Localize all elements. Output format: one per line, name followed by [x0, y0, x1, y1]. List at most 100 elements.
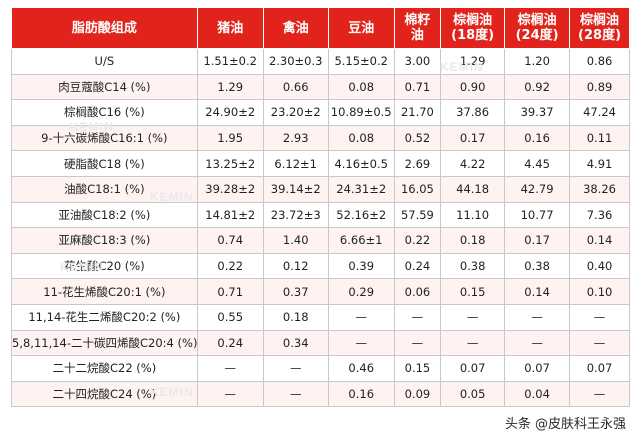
table-row: 花生酸C20 (%) 0.22 0.12 0.39 0.24 0.38 0.38 0.40 — [11, 252, 630, 280]
cell-value: 1.20 — [504, 48, 571, 75]
cell-value: 3.00 — [393, 48, 442, 75]
cell-value: 0.15 — [393, 355, 442, 382]
cell-value: — — [262, 355, 329, 382]
row-label: 肉豆蔻酸C14 (%) — [11, 73, 198, 101]
cell-value: — — [327, 329, 395, 357]
cell-value: 0.55 — [196, 303, 264, 331]
cell-value: 39.28±2 — [196, 175, 264, 203]
cell-value: 0.66 — [262, 73, 329, 101]
cell-value: 5.15±0.2 — [327, 48, 395, 75]
cell-value: 24.31±2 — [327, 175, 395, 203]
cell-value: 0.16 — [504, 124, 571, 152]
cell-value: 0.14 — [504, 278, 571, 305]
cell-value: 2.69 — [393, 150, 442, 177]
cell-value: 6.12±1 — [262, 150, 329, 177]
cell-value: 0.07 — [440, 355, 506, 382]
cell-value: 52.16±2 — [327, 201, 395, 229]
cell-value: — — [393, 303, 442, 331]
cell-value: 2.93 — [262, 124, 329, 152]
cell-value: 0.10 — [569, 278, 630, 305]
cell-value: 13.25±2 — [196, 150, 264, 177]
cell-value: 23.20±2 — [262, 99, 329, 126]
table-row: 5,8,11,14-二十碳四烯酸C20:4 (%) 0.24 0.34— — — — — — [11, 329, 630, 357]
table-row: 肉豆蔻酸C14 (%) 1.29 0.66 0.08 0.71 0.90 0.92 0.89 — [11, 73, 630, 101]
table-row: 11,14-花生二烯酸C20:2 (%) 0.55 0.18— — — — — — [11, 303, 630, 331]
cell-value: — — [440, 303, 506, 331]
cell-value: 0.52 — [393, 124, 442, 152]
cell-value: 38.26 — [569, 175, 630, 203]
table-header: 脂肪酸组成 猪油 禽油 豆油 棉籽油棕榈油 (18度) 棕榈油 (24度) 棕榈油 (28度) — [11, 7, 630, 49]
header-oil-7: 棕榈油 (28度) — [569, 7, 630, 49]
header-oil-2: 禽油 — [262, 7, 329, 49]
cell-value: 0.18 — [440, 227, 506, 254]
cell-value: 1.29 — [440, 48, 506, 75]
cell-value: — — [262, 380, 329, 408]
row-label: 硬脂酸C18 (%) — [11, 150, 198, 177]
table-row: 11-花生烯酸C20:1 (%) 0.71 0.37 0.29 0.06 0.15 0.14… — [11, 278, 630, 305]
cell-value: 0.38 — [440, 252, 506, 280]
cell-value: 0.90 — [440, 73, 506, 101]
cell-value: 37.86 — [440, 99, 506, 126]
header-oil-5: 棕榈油 (18度) — [440, 7, 506, 49]
cell-value: 0.71 — [196, 278, 264, 305]
cell-value: — — [327, 303, 395, 331]
cell-value: 10.77 — [504, 201, 571, 229]
cell-value: 47.24 — [569, 99, 630, 126]
cell-value: 0.22 — [196, 252, 264, 280]
cell-value: 0.08 — [327, 124, 395, 152]
cell-value: 57.59 — [393, 201, 442, 229]
row-label: 亚油酸C18:2 (%) — [11, 201, 198, 229]
cell-value: — — [393, 329, 442, 357]
row-label: 9-十六碳烯酸C16:1 (%) — [11, 124, 198, 152]
cell-value: 7.36 — [569, 201, 630, 229]
row-label: 油酸C18:1 (%) — [11, 175, 198, 203]
cell-value: 0.74 — [196, 227, 264, 254]
cell-value: 4.91 — [569, 150, 630, 177]
header-composition: 脂肪酸组成 — [11, 7, 198, 49]
cell-value: 0.15 — [440, 278, 506, 305]
cell-value: 39.37 — [504, 99, 571, 126]
cell-value: 24.90±2 — [196, 99, 264, 126]
cell-value: — — [196, 355, 264, 382]
cell-value: 4.45 — [504, 150, 571, 177]
cell-value: 0.39 — [327, 252, 395, 280]
cell-value: 0.29 — [327, 278, 395, 305]
cell-value: 0.92 — [504, 73, 571, 101]
cell-value: 10.89±0.5 — [327, 99, 395, 126]
cell-value: 4.22 — [440, 150, 506, 177]
cell-value: 14.81±2 — [196, 201, 264, 229]
cell-value: 0.89 — [569, 73, 630, 101]
table-row: 二十二烷酸C22 (%) — —0.46 0.15 0.07 0.07 0.07 — [11, 355, 630, 382]
table-row: 油酸C18:1 (%) 39.28±2 39.14±2 24.31±2 16.05 44.… — [11, 175, 630, 203]
cell-value: 0.07 — [569, 355, 630, 382]
row-label: 棕榈酸C16 (%) — [11, 99, 198, 126]
cell-value: 44.18 — [440, 175, 506, 203]
table-row: U/S 1.51±0.2 2.30±0.3 5.15±0.2 3.00 1.29 1.20 0… — [11, 48, 630, 75]
cell-value: — — [504, 329, 571, 357]
cell-value: 0.16 — [327, 380, 395, 408]
source-label: 头条 @皮肤科王永强 — [500, 412, 630, 433]
row-label: 11,14-花生二烯酸C20:2 (%) — [11, 303, 198, 331]
table-row: 二十四烷酸C24 (%) — —0.16 0.09 0.05 0.04— — [11, 380, 630, 408]
header-oil-6: 棕榈油 (24度) — [504, 7, 571, 49]
cell-value: 0.17 — [440, 124, 506, 152]
table-row: 硬脂酸C18 (%) 13.25±2 6.12±1 4.16±0.5 2.69 4.22 4… — [11, 150, 630, 177]
header-oil-4: 棉籽油 — [393, 7, 442, 49]
cell-value: 0.22 — [393, 227, 442, 254]
row-label: U/S — [11, 48, 198, 75]
row-label: 花生酸C20 (%) — [11, 252, 198, 280]
cell-value: 0.24 — [393, 252, 442, 280]
header-oil-1: 猪油 — [196, 7, 264, 49]
cell-value: 39.14±2 — [262, 175, 329, 203]
header-oil-3: 豆油 — [327, 7, 395, 49]
cell-value: 0.46 — [327, 355, 395, 382]
table-row: 亚麻酸C18:3 (%) 0.74 1.40 6.66±1 0.22 0.18 0.17 0.… — [11, 227, 630, 254]
cell-value: 0.17 — [504, 227, 571, 254]
cell-value: 0.08 — [327, 73, 395, 101]
table-row: 亚油酸C18:2 (%) 14.81±2 23.72±3 52.16±2 57.59 11… — [11, 201, 630, 229]
cell-value: 0.12 — [262, 252, 329, 280]
cell-value: 0.11 — [569, 124, 630, 152]
cell-value: 11.10 — [440, 201, 506, 229]
row-label: 5,8,11,14-二十碳四烯酸C20:4 (%) — [11, 329, 198, 357]
cell-value: — — [440, 329, 506, 357]
